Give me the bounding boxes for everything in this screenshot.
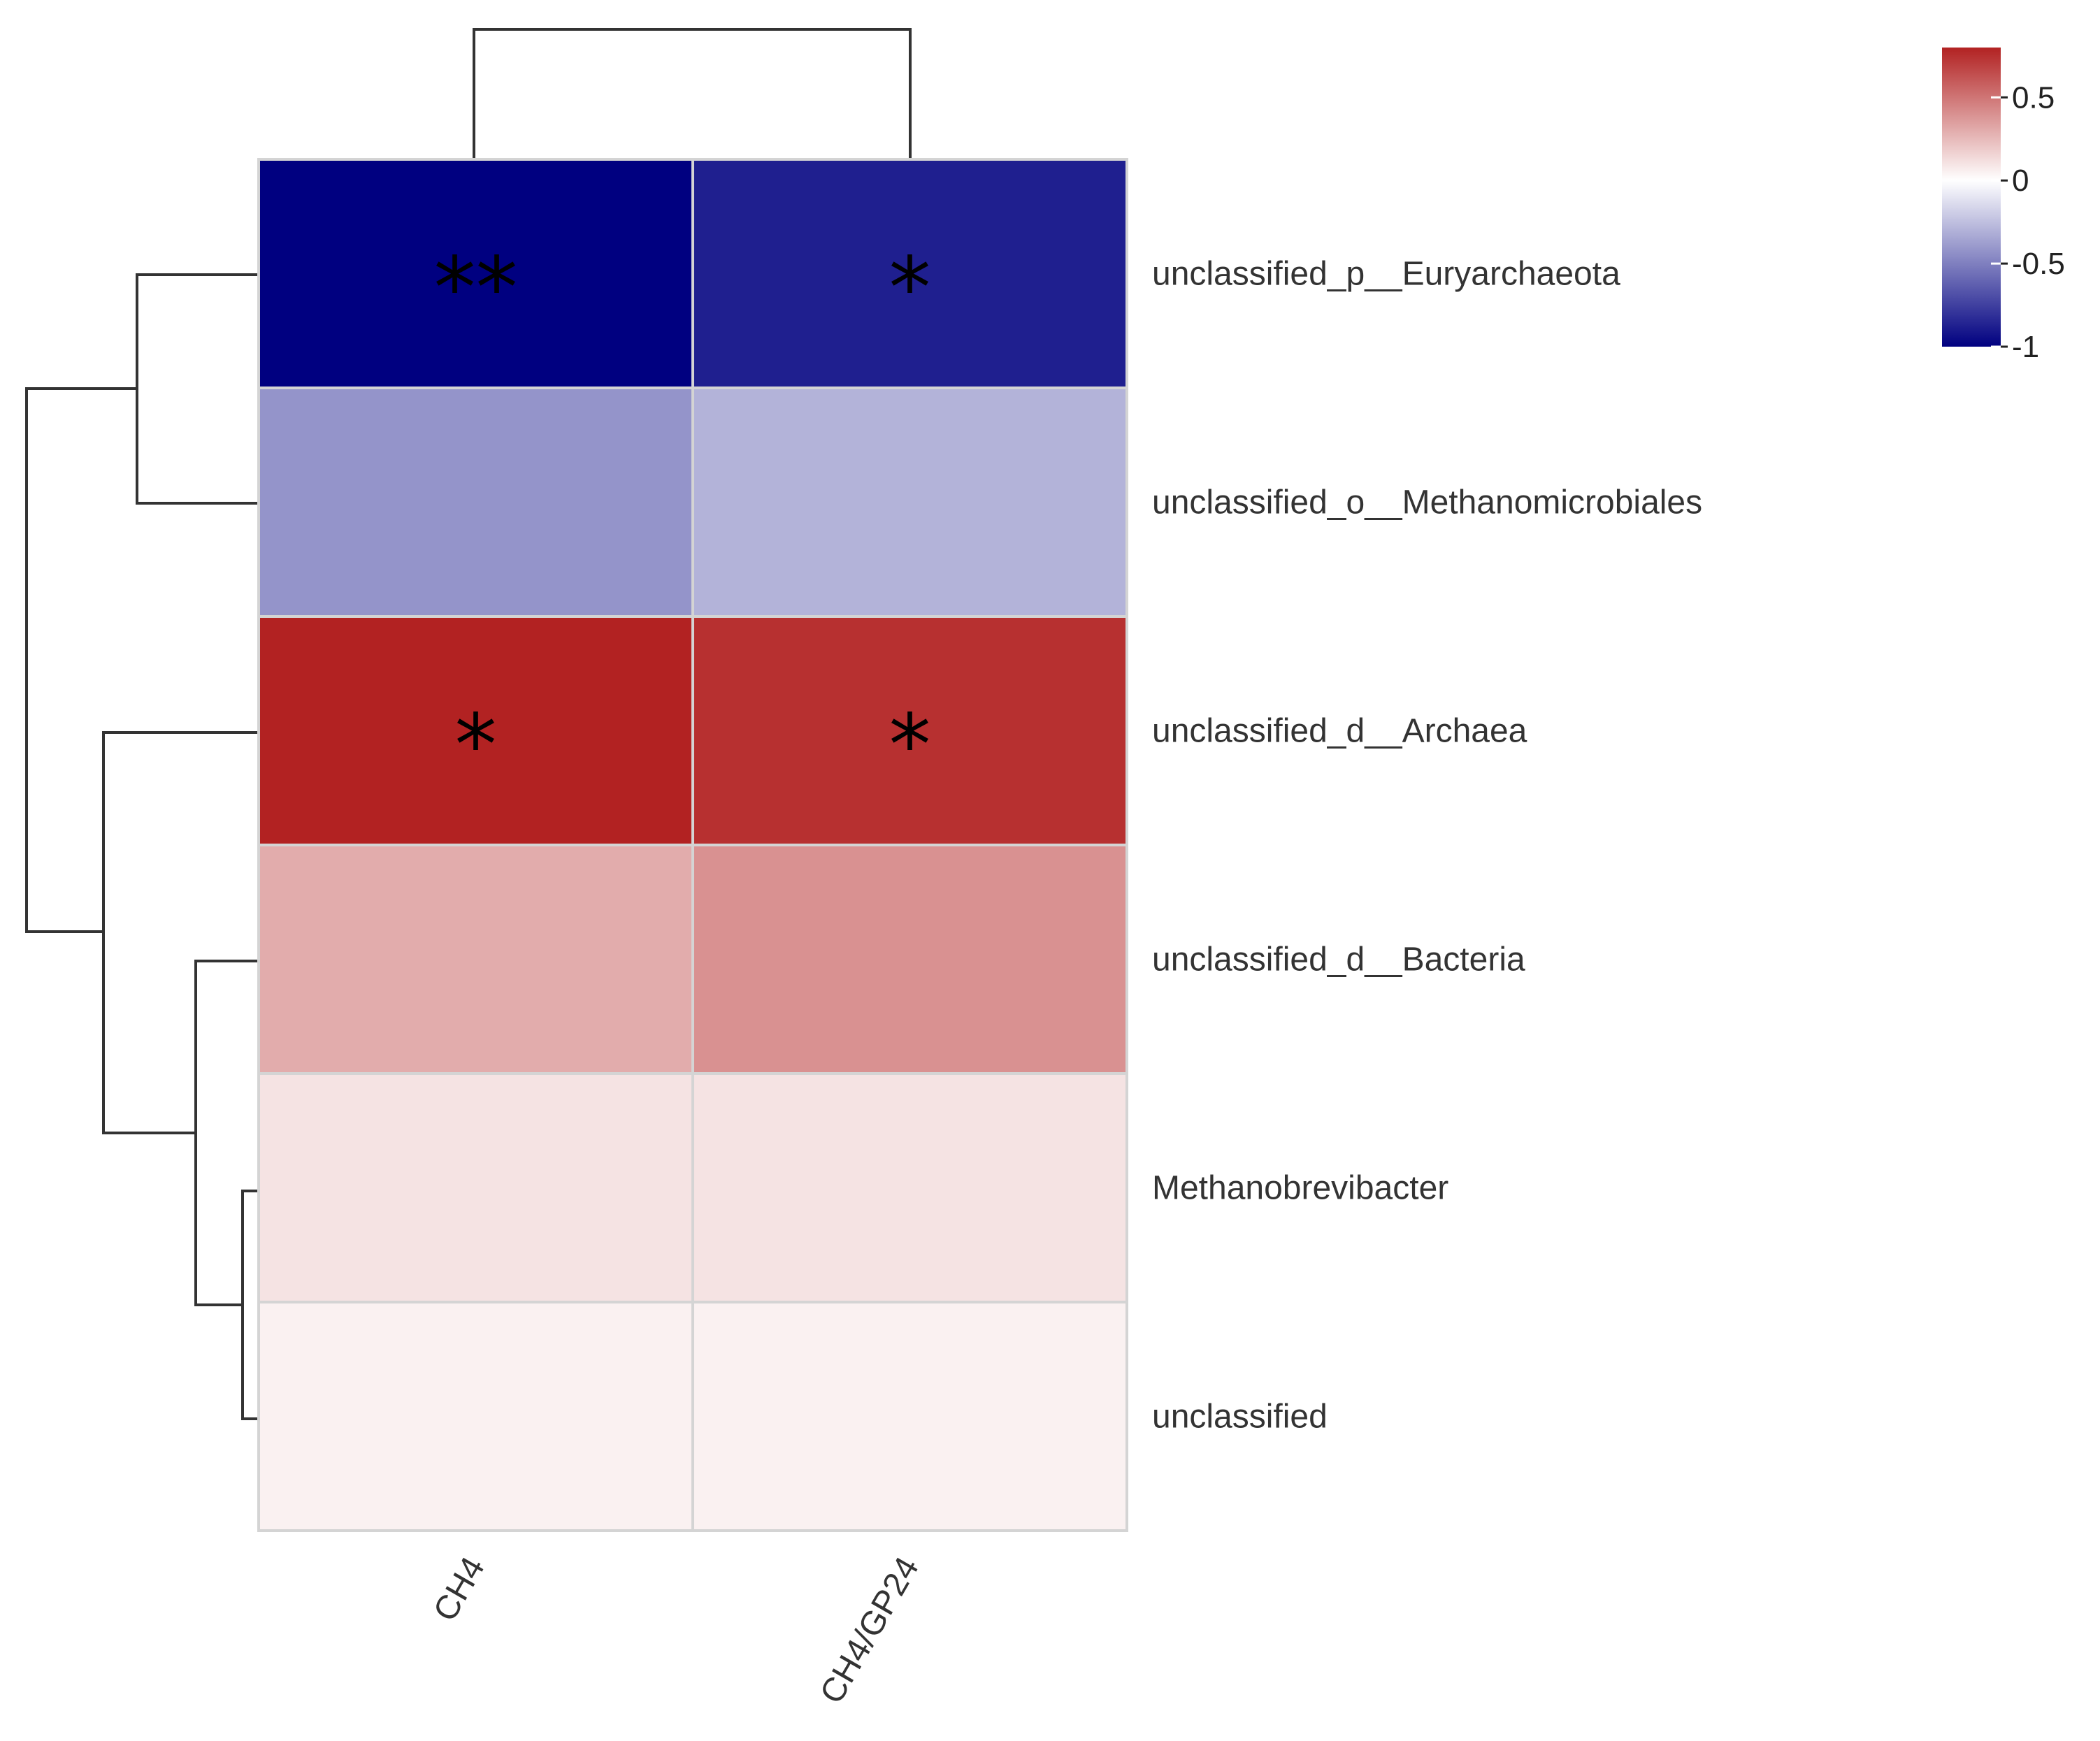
heatmap-cell	[257, 1301, 694, 1532]
row-label: unclassified	[1152, 1399, 1328, 1436]
row-dendrogram-link	[241, 1190, 259, 1420]
heatmap-cells	[257, 158, 1128, 1532]
row-dendrogram	[25, 273, 259, 1420]
color-legend-tick-label: -0.5	[2012, 247, 2065, 281]
heatmap-cell	[257, 1072, 694, 1303]
color-legend-bar	[1942, 48, 2001, 347]
heatmap-cell	[691, 844, 1128, 1075]
color-legend: 0.5 0 -0.5 -1	[1942, 48, 2065, 364]
significance-mark: **	[434, 240, 518, 338]
heatmap-cell	[691, 158, 1128, 389]
column-dendrogram	[473, 28, 912, 159]
color-legend-tick-label: 0	[2012, 164, 2029, 198]
heatmap-cell	[257, 387, 694, 618]
row-dendrogram-link	[102, 731, 259, 1134]
heatmap-cell	[257, 844, 694, 1075]
color-legend-tick-label: 0.5	[2012, 80, 2055, 115]
significance-mark: *	[455, 698, 497, 795]
column-label: CH4/GP24	[813, 1551, 926, 1710]
color-legend-tick-label: -1	[2012, 330, 2039, 364]
row-dendrogram-link	[25, 387, 137, 933]
row-label: unclassified_d__Bacteria	[1152, 941, 1525, 978]
significance-mark: *	[889, 698, 931, 795]
column-labels: CH4 CH4/GP24	[426, 1551, 926, 1710]
row-label: unclassified_p__Euryarchaeota	[1152, 256, 1620, 293]
row-dendrogram-link	[136, 273, 259, 505]
color-legend-ticks: 0.5 0 -0.5 -1	[1991, 80, 2065, 364]
row-labels: unclassified_p__Euryarchaeota unclassifie…	[1152, 256, 1702, 1436]
heatmap-cell	[691, 387, 1128, 618]
significance-marks: ** ** *	[434, 240, 931, 795]
row-label: unclassified_d__Archaea	[1152, 713, 1527, 750]
heatmap-cell	[691, 1301, 1128, 1532]
heatmap-cell	[691, 1072, 1128, 1303]
row-dendrogram-link	[194, 960, 259, 1306]
significance-mark: *	[889, 240, 931, 338]
row-label: Methanobrevibacter	[1152, 1170, 1448, 1207]
row-label: unclassified_o__Methanomicrobiales	[1152, 484, 1702, 521]
heatmap-cell	[257, 158, 694, 389]
heatmap-cell	[257, 615, 694, 846]
heatmap-cell	[691, 615, 1128, 846]
column-label: CH4	[426, 1551, 492, 1628]
column-dendrogram-link	[473, 28, 912, 159]
